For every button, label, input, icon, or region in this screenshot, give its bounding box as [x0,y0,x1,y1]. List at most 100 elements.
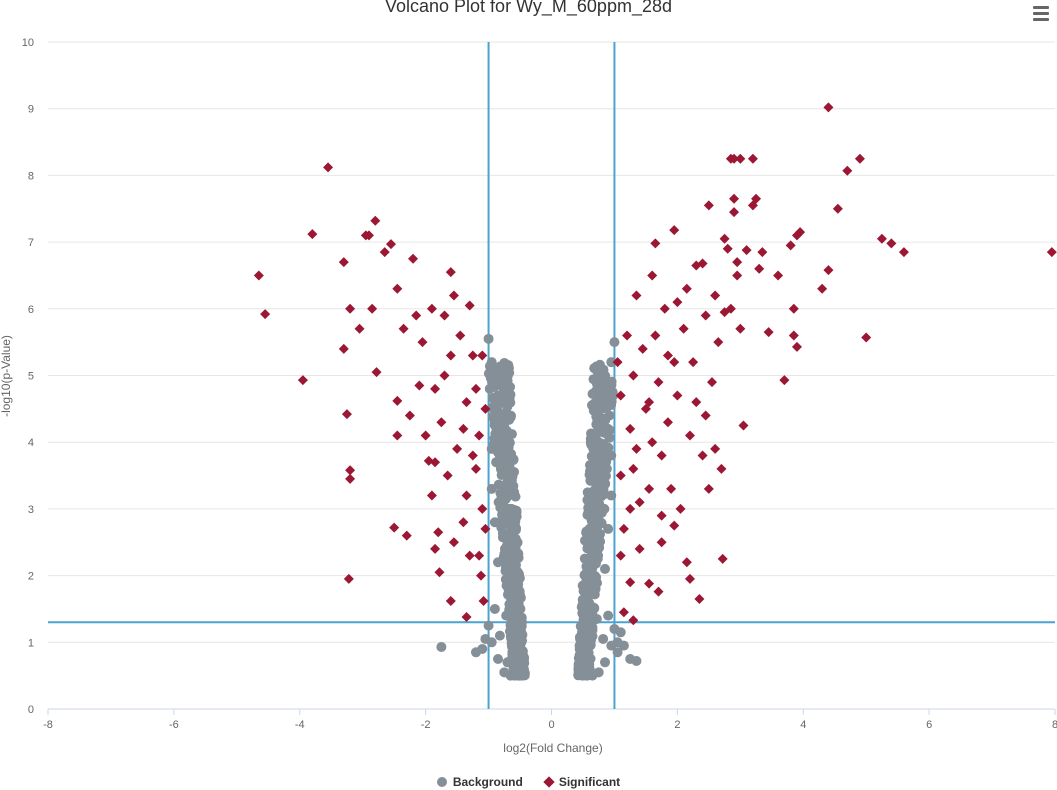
background-point-density [507,604,518,615]
significant-point [650,330,661,341]
significant-point [716,463,727,474]
significant-point [672,390,683,401]
significant-point [700,410,711,421]
diamond-marker-icon [543,776,555,788]
background-point [489,603,500,614]
background-point-density [591,541,602,552]
background-point-density [500,442,511,453]
significant-point [345,465,356,476]
significant-point [461,490,472,501]
background-point-density [589,485,600,496]
significant-point [470,463,481,474]
significant-point [662,350,673,361]
x-tick-label: 8 [1052,719,1057,731]
significant-point [371,367,382,378]
x-tick-label: -6 [169,719,179,731]
x-tick-label: -8 [43,719,53,731]
significant-point [445,595,456,606]
background-point [618,640,629,651]
background-point-density [512,582,523,593]
significant-point [722,243,733,254]
significant-point [773,270,784,281]
legend-item-background[interactable]: Background [436,775,523,789]
significant-point [644,578,655,589]
significant-point [338,257,349,268]
significant-point [678,323,689,334]
background-point [631,655,642,666]
significant-point [455,330,466,341]
significant-point [464,300,475,311]
background-point-density [586,551,597,562]
significant-point [461,397,472,408]
background-point [603,523,614,534]
background-point [603,610,614,621]
significant-point [612,357,623,368]
significant-point [861,332,872,343]
significant-point [448,537,459,548]
significant-point [392,395,403,406]
background-point-density [496,522,507,533]
significant-point [253,270,264,281]
legend-label-significant: Significant [558,775,621,789]
legend-item-significant[interactable]: Significant [543,775,621,789]
background-point-density [576,670,587,681]
significant-point [898,247,909,258]
significant-point [420,430,431,441]
background-point [483,620,494,631]
background-point-density [586,400,597,411]
significant-point [666,483,677,494]
significant-point [408,253,419,264]
background-point [483,333,494,344]
x-axis-label: log2(Fold Change) [503,741,602,755]
significant-point [637,343,648,354]
significant-point [754,263,765,274]
significant-point [433,527,444,538]
significant-point [694,593,705,604]
significant-point [452,443,463,454]
background-point-density [498,383,509,394]
significant-point [785,240,796,251]
background-point [493,653,504,664]
background-point-density [583,635,594,646]
background-point-density [592,365,603,376]
significant-point [876,233,887,244]
background-point-density [492,393,503,404]
significant-point [791,341,802,352]
significant-point [401,530,412,541]
background-point-density [487,377,498,388]
background-point-density [501,493,512,504]
background-point-density [504,468,515,479]
hamburger-menu-icon[interactable] [1029,3,1053,23]
significant-point [697,258,708,269]
significant-point [795,227,806,238]
significant-point [622,330,633,341]
significant-point [647,437,658,448]
background-point-density [584,576,595,587]
background-point [436,641,447,652]
significant-point [628,615,639,626]
background-point [606,357,617,368]
significant-point [713,337,724,348]
axes: 0 1 2 3 4 5 6 7 8 9 10 -8 -6 -4 -2 0 2 4 6 8 [22,37,1057,731]
background-point [593,667,604,678]
background-point-density [497,532,508,543]
significant-point [398,323,409,334]
significant-point [672,297,683,308]
background-point-density [598,505,609,516]
background-point-density [510,595,521,606]
significant-point [434,567,445,578]
x-tick-label: 6 [926,719,932,731]
significant-point [1046,247,1057,258]
significant-point [404,410,415,421]
significant-point [297,375,308,386]
background-point-density [491,416,502,427]
significant-point [467,450,478,461]
significant-point [684,573,695,584]
significant-point [363,230,374,241]
significant-point [644,483,655,494]
background-point-density [586,567,597,578]
significant-point [625,577,636,588]
background-point-density [510,651,521,662]
background-point [599,563,610,574]
y-tick-label: 3 [28,504,34,516]
